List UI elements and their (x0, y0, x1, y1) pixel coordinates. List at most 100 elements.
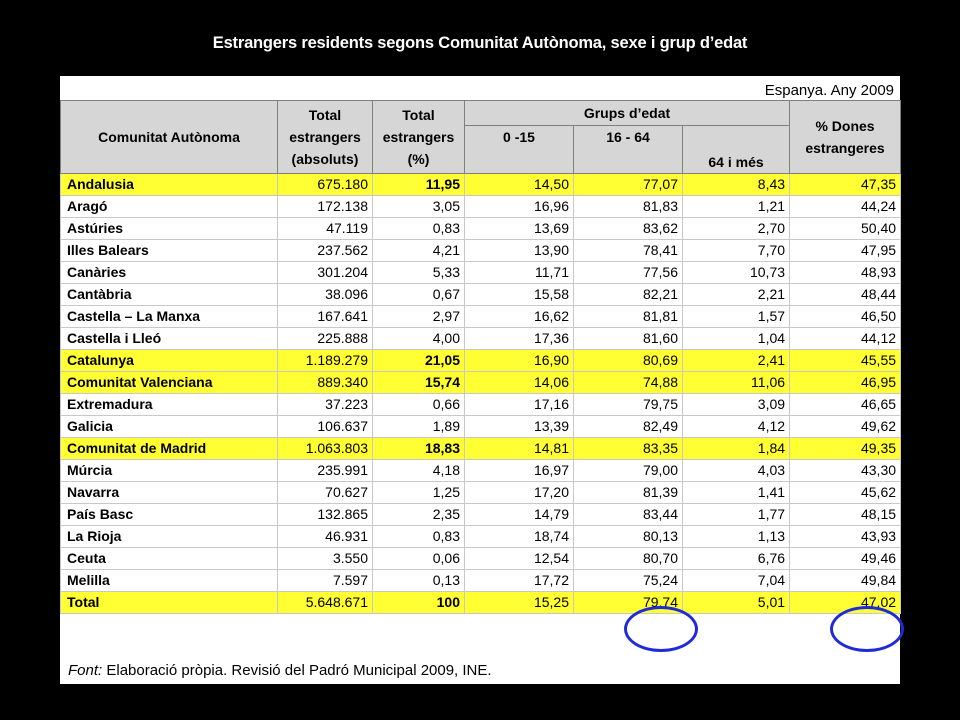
cell-b: 80,13 (573, 524, 683, 548)
cell-w: 47,35 (789, 172, 902, 196)
cell-c: 11,06 (681, 370, 791, 394)
table-row: Ceuta 3.550 0,06 12,54 80,70 6,76 49,46 (60, 546, 902, 570)
header-total-absolute-line1: Total (308, 106, 342, 123)
cell-w: 49,62 (789, 414, 902, 438)
cell-w: 46,95 (789, 370, 902, 394)
cell-w: 43,93 (789, 524, 902, 548)
cell-b: 80,69 (573, 348, 683, 372)
foreigners-table: Comunitat Autònoma Total estrangers (abs… (60, 100, 902, 614)
table-row: Múrcia 235.991 4,18 16,97 79,00 4,03 43,30 (60, 458, 902, 482)
cell-a: 15,58 (464, 282, 574, 306)
cell-c: 4,03 (681, 458, 791, 482)
table-row: Castella i Lleó 225.888 4,00 17,36 81,60 1,04… (60, 326, 902, 350)
header-total-percent-line1: Total (402, 106, 435, 123)
header-women-percent: % Dones estrangeres (789, 100, 902, 174)
cell-abs: 301.204 (277, 260, 373, 284)
community-name: Castella i Lleó (60, 326, 278, 350)
cell-b: 81,39 (573, 480, 683, 504)
cell-abs: 235.991 (277, 458, 373, 482)
cell-b: 80,70 (573, 546, 683, 570)
cell-abs: 1.063.803 (277, 436, 373, 460)
cell-pct: 21,05 (372, 348, 465, 372)
cell-w: 46,50 (789, 304, 902, 328)
cell-w: 48,93 (789, 260, 902, 284)
table-row: La Rioja 46.931 0,83 18,74 80,13 1,13 43,93 (60, 524, 902, 548)
cell-c: 1,77 (681, 502, 791, 526)
community-name: Comunitat Valenciana (60, 370, 278, 394)
cell-abs: 7.597 (277, 568, 373, 592)
cell-c: 3,09 (681, 392, 791, 416)
table-row: Melilla 7.597 0,13 17,72 75,24 7,04 49,84 (60, 568, 902, 592)
source-text: Elaboració pròpia. Revisió del Padró Mun… (102, 662, 492, 679)
header-total-absolute-line3: (absoluts) (291, 150, 359, 167)
community-name: Extremadura (60, 392, 278, 416)
cell-abs: 3.550 (277, 546, 373, 570)
cell-a: 17,72 (464, 568, 574, 592)
cell-a: 11,71 (464, 260, 574, 284)
cell-b: 77,56 (573, 260, 683, 284)
table-row: Canàries 301.204 5,33 11,71 77,56 10,73 48,93 (60, 260, 902, 284)
cell-pct: 5,33 (372, 260, 465, 284)
header-age-16-64: 16 - 64 (573, 125, 683, 174)
cell-b: 83,62 (573, 216, 683, 240)
cell-a: 16,62 (464, 304, 574, 328)
community-name: Galicia (60, 414, 278, 438)
data-sheet: Espanya. Any 2009 Comunitat Autònoma Tot… (60, 76, 904, 684)
cell-abs: 37.223 (277, 392, 373, 416)
cell-pct: 0,06 (372, 546, 465, 570)
community-name: Múrcia (60, 458, 278, 482)
table-row: Illes Balears 237.562 4,21 13,90 78,41 7,70 47… (60, 238, 902, 262)
cell-b: 75,24 (573, 568, 683, 592)
cell-abs: 172.138 (277, 194, 373, 218)
cell-a: 17,16 (464, 392, 574, 416)
table-row: Comunitat Valenciana 889.340 15,74 14,06 74,… (60, 370, 902, 394)
community-name: País Basc (60, 502, 278, 526)
cell-abs: 675.180 (277, 172, 373, 196)
cell-c: 1,57 (681, 304, 791, 328)
cell-pct: 2,97 (372, 304, 465, 328)
header-women-line1: % Dones (815, 117, 875, 134)
community-name: Catalunya (60, 348, 278, 372)
cell-pct: 0,67 (372, 282, 465, 306)
cell-c: 6,76 (681, 546, 791, 570)
cell-pct: 11,95 (372, 172, 465, 196)
table-row: País Basc 132.865 2,35 14,79 83,44 1,77 48,15 (60, 502, 902, 526)
cell-a: 17,20 (464, 480, 574, 504)
header-total-percent: Total estrangers (%) (372, 100, 465, 174)
cell-a: 16,96 (464, 194, 574, 218)
cell-c: 1,21 (681, 194, 791, 218)
header-total-percent-line3: (%) (407, 150, 430, 167)
header-total-absolute-line2: estrangers (289, 128, 361, 145)
header-total-percent-line2: estrangers (382, 128, 455, 145)
cell-abs: 132.865 (277, 502, 373, 526)
header-age-65-spacer (681, 125, 791, 151)
cell-c: 1,84 (681, 436, 791, 460)
cell-c: 1,04 (681, 326, 791, 350)
community-name: La Rioja (60, 524, 278, 548)
cell-w: 44,12 (789, 326, 902, 350)
cell-a: 12,54 (464, 546, 574, 570)
cell-w: 47,95 (789, 238, 902, 262)
community-name: Cantàbria (60, 282, 278, 306)
header-age-0-15: 0 -15 (464, 125, 574, 174)
community-name: Illes Balears (60, 238, 278, 262)
cell-c: 8,43 (681, 172, 791, 196)
cell-pct: 18,83 (372, 436, 465, 460)
table-row: Catalunya 1.189.279 21,05 16,90 80,69 2,41 45,… (60, 348, 902, 372)
table-body: Andalusia 675.180 11,95 14,50 77,07 8,43 47,35… (60, 172, 902, 614)
cell-a: 14,50 (464, 172, 574, 196)
cell-w: 50,40 (789, 216, 902, 240)
header-total-absolute: Total estrangers (absoluts) (277, 100, 373, 174)
community-name: Total (60, 590, 278, 614)
community-name: Ceuta (60, 546, 278, 570)
cell-abs: 46.931 (277, 524, 373, 548)
cell-b: 81,83 (573, 194, 683, 218)
cell-pct: 0,13 (372, 568, 465, 592)
cell-pct: 0,83 (372, 524, 465, 548)
cell-b: 81,60 (573, 326, 683, 350)
cell-b: 82,49 (573, 414, 683, 438)
cell-b: 83,35 (573, 436, 683, 460)
cell-c: 7,04 (681, 568, 791, 592)
cell-a: 14,81 (464, 436, 574, 460)
table-row: Galicia 106.637 1,89 13,39 82,49 4,12 49,62 (60, 414, 902, 438)
